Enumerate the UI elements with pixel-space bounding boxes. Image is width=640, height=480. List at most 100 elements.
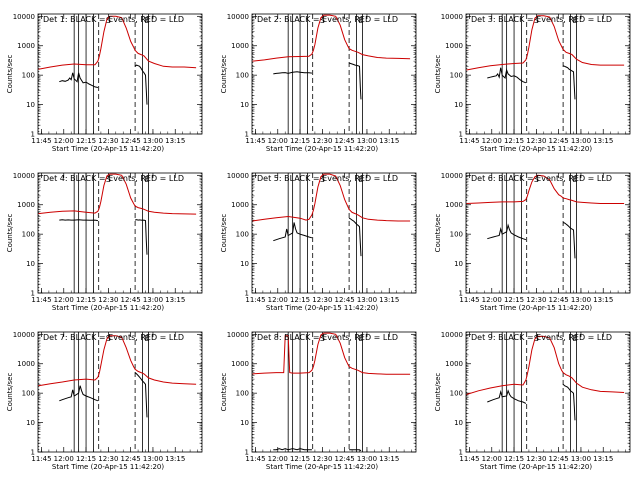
interval-lines (252, 14, 416, 134)
y-tick-label: 1000 (231, 360, 249, 368)
x-tick-label: 12:45 (549, 137, 569, 145)
panel-title: Det 3: BLACK = Events, RED = LLD (471, 15, 612, 24)
x-axis-label: Start Time (20-Apr-15 11:42:20) (480, 145, 592, 153)
detector-panel: 1 10 100 1000 10000 11:45 12:00 12:15 12:30 12:45… (434, 331, 631, 471)
series-line (466, 335, 625, 395)
panel-title: Det 4: BLACK = Events, RED = LLD (43, 174, 184, 183)
interval-marker-label: S (320, 175, 325, 184)
y-tick-label: 10000 (441, 331, 463, 339)
interval-marker-label: S (106, 334, 111, 343)
series-group (252, 173, 411, 257)
y-tick-label: 10 (454, 260, 463, 268)
plot-frame (37, 172, 203, 294)
x-tick-label: 12:30 (98, 455, 118, 463)
x-tick-label: 12:00 (268, 296, 288, 304)
y-axis-label: Counts/sec (434, 214, 442, 253)
y-axis-label: Counts/sec (220, 214, 228, 253)
x-axis-label: Start Time (20-Apr-15 11:42:20) (266, 304, 378, 312)
panel-title: Det 1: BLACK = Events, RED = LLD (43, 15, 184, 24)
x-tick-label: 12:15 (76, 296, 96, 304)
x-tick-label: 11:45 (245, 296, 265, 304)
panel-title: Det 2: BLACK = Events, RED = LLD (257, 15, 398, 24)
series-line (487, 383, 576, 421)
x-tick-label: 12:45 (549, 455, 569, 463)
x-tick-label: 12:00 (482, 455, 502, 463)
y-tick-label: 10 (240, 419, 249, 427)
y-tick-label: 100 (22, 72, 35, 80)
detector-panel: 1 10 100 1000 10000 11:45 12:00 12:15 12:30 12:45… (220, 13, 417, 153)
x-tick-label: 12:15 (504, 296, 524, 304)
x-tick-label: 12:30 (526, 137, 546, 145)
x-tick-label: 11:45 (31, 137, 51, 145)
x-tick-label: 12:45 (121, 455, 141, 463)
x-tick-label: 12:00 (482, 137, 502, 145)
x-tick-label: 12:00 (268, 137, 288, 145)
x-tick-label: 12:30 (312, 296, 332, 304)
interval-marker-label: E (359, 175, 364, 184)
series-group (466, 174, 625, 259)
interval-marker-label: E (573, 175, 578, 184)
y-tick-label: 10 (26, 419, 35, 427)
y-tick-label: 10000 (13, 331, 35, 339)
panel-title: Det 5: BLACK = Events, RED = LLD (257, 174, 398, 183)
series-line (252, 14, 411, 62)
plot-frame (465, 172, 631, 294)
series-line (487, 222, 576, 259)
x-tick-label: 12:30 (526, 296, 546, 304)
x-tick-label: 12:45 (121, 137, 141, 145)
x-tick-label: 12:15 (76, 455, 96, 463)
series-line (487, 65, 576, 100)
detector-panel: 1 10 100 1000 10000 11:45 12:00 12:15 12:30 12:45… (220, 172, 417, 312)
detector-panel: 1 10 100 1000 10000 11:45 12:00 12:15 12:30 12:45… (6, 331, 203, 471)
x-axis-label: Start Time (20-Apr-15 11:42:20) (52, 304, 164, 312)
interval-marker-label: E (145, 16, 150, 25)
y-tick-label: 100 (236, 390, 249, 398)
y-tick-label: 1000 (445, 201, 463, 209)
x-tick-label: 13:15 (379, 455, 399, 463)
y-axis-label: Counts/sec (6, 55, 14, 94)
y-tick-label: 100 (450, 72, 463, 80)
interval-lines (466, 332, 630, 452)
x-axis-label: Start Time (20-Apr-15 11:42:20) (52, 145, 164, 153)
plot-frame (465, 13, 631, 135)
y-tick-label: 10000 (441, 172, 463, 180)
plot-frame (251, 331, 417, 453)
y-tick-label: 1 (245, 290, 249, 298)
x-tick-label: 11:45 (459, 455, 479, 463)
x-tick-label: 12:45 (549, 296, 569, 304)
x-tick-label: 12:45 (335, 296, 355, 304)
series-line (466, 174, 625, 204)
y-axis-label: Counts/sec (6, 373, 14, 412)
x-tick-label: 13:15 (593, 296, 613, 304)
series-line (273, 62, 362, 100)
series-line (273, 217, 362, 257)
series-group (466, 15, 625, 100)
x-tick-label: 12:15 (504, 137, 524, 145)
x-axis-label: Start Time (20-Apr-15 11:42:20) (480, 463, 592, 471)
x-tick-label: 13:00 (357, 296, 377, 304)
interval-marker-label: S (320, 16, 325, 25)
plot-frame (251, 172, 417, 294)
x-tick-label: 13:00 (571, 455, 591, 463)
interval-marker-label: E (359, 334, 364, 343)
y-tick-label: 1000 (445, 42, 463, 50)
y-axis-label: Counts/sec (6, 214, 14, 253)
series-line (38, 173, 197, 215)
series-line (59, 372, 148, 418)
panel-title: Det 7: BLACK = Events, RED = LLD (43, 333, 184, 342)
y-axis-label: Counts/sec (220, 373, 228, 412)
series-line (59, 219, 148, 255)
y-tick-label: 10 (26, 101, 35, 109)
x-tick-label: 13:00 (571, 296, 591, 304)
detector-panel: 1 10 100 1000 10000 11:45 12:00 12:15 12:30 12:45… (434, 172, 631, 312)
interval-marker-label: E (573, 16, 578, 25)
x-tick-label: 13:15 (165, 137, 185, 145)
y-tick-label: 10000 (13, 172, 35, 180)
detector-panel: 1 10 100 1000 10000 11:45 12:00 12:15 12:30 12:45… (6, 13, 203, 153)
interval-marker-label: E (145, 175, 150, 184)
x-tick-label: 12:30 (312, 137, 332, 145)
y-tick-label: 100 (450, 231, 463, 239)
x-tick-label: 13:00 (357, 455, 377, 463)
y-tick-label: 1000 (17, 201, 35, 209)
series-line (252, 332, 411, 375)
